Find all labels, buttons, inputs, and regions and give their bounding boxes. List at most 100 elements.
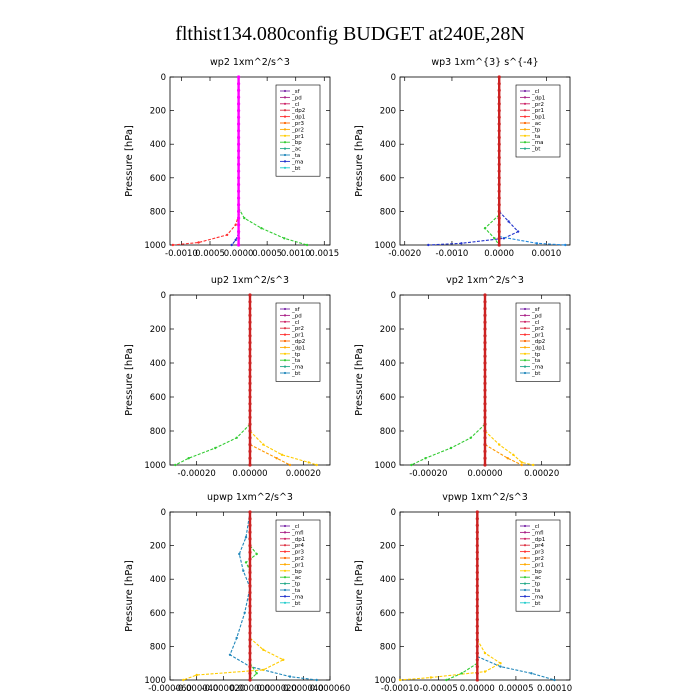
- y-tick-label: 800: [150, 642, 166, 652]
- legend-marker: [523, 339, 527, 343]
- series-point: [497, 230, 501, 234]
- series-point: [530, 672, 533, 675]
- series-point: [248, 402, 252, 406]
- series-point: [237, 223, 241, 227]
- x-tick-label: -0.0020: [388, 249, 421, 259]
- legend-entry: _dp1: [531, 537, 545, 543]
- series-point: [506, 457, 509, 460]
- y-tick-label: 1000: [144, 461, 166, 471]
- x-tick-label: 0.0005: [252, 249, 282, 259]
- series-point: [483, 415, 487, 419]
- legend-entry: _pr1: [291, 134, 304, 140]
- legend-entry: _sf: [531, 307, 541, 313]
- x-tick-label: -0.00005: [420, 684, 458, 694]
- panel-6: vpwp 1xm^2/s^3 Pressure [hPa] 0 200 400 600 80…: [354, 492, 572, 694]
- legend-box: [515, 302, 561, 382]
- series-point: [248, 678, 252, 682]
- series-point: [475, 678, 479, 682]
- legend-marker: [283, 89, 287, 93]
- y-tick-label: 800: [380, 427, 396, 437]
- y-tick-label: 600: [380, 393, 396, 403]
- series-point: [248, 523, 252, 528]
- series-point: [248, 307, 252, 311]
- legend-entry: _pr2: [531, 556, 544, 562]
- series-point: [248, 381, 252, 385]
- series-point: [248, 611, 252, 615]
- y-tick-label: 400: [380, 359, 396, 369]
- legend-marker: [523, 320, 527, 323]
- series-point: [230, 243, 233, 247]
- y-tick-label: 600: [150, 393, 166, 403]
- series-point: [262, 648, 265, 651]
- series-point: [262, 668, 265, 672]
- y-tick-label: 400: [150, 140, 166, 150]
- legend-marker: [523, 531, 527, 534]
- series-point: [248, 422, 252, 426]
- series-point: [248, 388, 252, 392]
- figure-title: flthist134.080config BUDGET at240E,28N: [175, 23, 525, 45]
- series-point: [460, 242, 463, 245]
- legend-entry: _dp2: [291, 108, 305, 114]
- series-point: [483, 429, 487, 433]
- legend-entry: _pr4: [531, 543, 545, 549]
- series-point: [483, 443, 487, 447]
- legend-entry: _ta: [531, 134, 540, 140]
- series-point: [228, 653, 232, 656]
- series-point: [248, 300, 252, 304]
- series-point: [475, 617, 479, 622]
- legend-entry: _tp: [531, 127, 541, 133]
- series-point: [483, 293, 487, 297]
- legend-entry: _pr3: [291, 550, 305, 556]
- series-line-pr1: [172, 214, 240, 246]
- series-point: [497, 182, 501, 187]
- series-point: [248, 584, 252, 588]
- legend-entry: _bt: [291, 166, 301, 172]
- legend-marker: [283, 128, 287, 131]
- series-point: [248, 347, 252, 351]
- series-point: [255, 552, 258, 556]
- plot-frame: [169, 76, 331, 246]
- legend-marker: [523, 563, 527, 566]
- legend-entry: _pd: [291, 313, 302, 319]
- series-point: [248, 624, 252, 628]
- series-point: [237, 135, 241, 140]
- legend-marker: [283, 160, 287, 163]
- legend-entry: _bt: [291, 601, 301, 607]
- series-point: [275, 457, 278, 460]
- series-point: [237, 169, 241, 173]
- legend-marker: [283, 569, 287, 572]
- series-point: [483, 354, 487, 358]
- series-point: [483, 381, 487, 385]
- series-point: [174, 463, 177, 467]
- x-tick-label: 0.0005: [195, 249, 225, 259]
- series-point: [520, 463, 523, 467]
- x-tick-label: 0.0000: [224, 249, 254, 259]
- y-tick-label: 600: [150, 609, 166, 619]
- legend-marker: [283, 166, 287, 169]
- series-point: [460, 672, 463, 675]
- series-point: [483, 375, 487, 379]
- x-tick-label: 0.0000: [484, 249, 514, 259]
- series-point: [248, 293, 252, 297]
- series-point: [237, 156, 241, 160]
- legend-marker: [523, 89, 527, 93]
- legend-entry: _cl: [531, 89, 540, 95]
- series-point: [499, 665, 502, 668]
- legend-marker: [283, 141, 287, 144]
- legend-marker: [283, 365, 287, 368]
- legend-marker: [523, 550, 527, 553]
- y-tick-label: 600: [150, 174, 166, 184]
- series-point: [483, 402, 487, 406]
- series-point: [516, 230, 520, 233]
- series-point: [475, 591, 479, 595]
- series-point: [248, 436, 252, 440]
- y-tick-label: 200: [150, 542, 166, 552]
- y-axis-label: Pressure [hPa]: [354, 344, 365, 416]
- series-point: [237, 149, 241, 153]
- series-point: [260, 227, 263, 230]
- legend-marker: [523, 346, 527, 349]
- x-tick-label: 0.00020: [524, 469, 559, 479]
- series-point: [197, 241, 200, 244]
- series-point: [483, 341, 487, 345]
